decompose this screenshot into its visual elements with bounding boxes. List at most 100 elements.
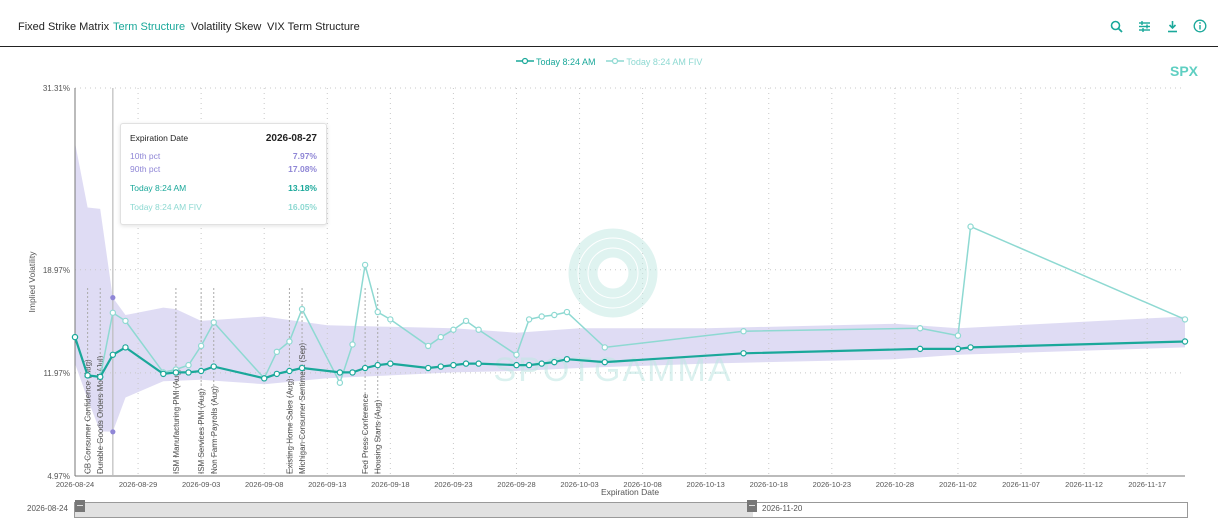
tooltip-row-value: 7.97% bbox=[292, 151, 317, 161]
watermark-ring bbox=[578, 238, 648, 308]
toolbar bbox=[1108, 18, 1208, 34]
navigator-selection[interactable] bbox=[75, 503, 753, 517]
event-label: Non Farm Payrolls (Aug) bbox=[210, 386, 219, 474]
tooltip-header-value: 2026-08-27 bbox=[265, 133, 317, 144]
tab-bar: Fixed Strike Matrix Term Structure Volat… bbox=[0, 0, 1218, 47]
event-label: ISM Services PMI (Aug) bbox=[197, 388, 206, 474]
fiv-series-point bbox=[197, 342, 205, 350]
today-series-point bbox=[160, 370, 167, 378]
event-label: Fed Press Conference bbox=[361, 393, 370, 474]
legend-item-fiv[interactable]: Today 8:24 AM FIV bbox=[606, 57, 702, 67]
today-series-point bbox=[122, 344, 129, 351]
tooltip-row-today: Today 8:24 AM 13.18% bbox=[130, 183, 317, 193]
fiv-series-point bbox=[525, 316, 533, 323]
event-label: Durable Goods Orders MoM (Jul) bbox=[96, 355, 105, 474]
x-tick-label: 2026-09-18 bbox=[371, 480, 409, 489]
today-series-point bbox=[967, 344, 974, 351]
today-series-point bbox=[601, 358, 608, 366]
fiv-series-point bbox=[551, 311, 558, 319]
today-series-point bbox=[298, 364, 306, 372]
fiv-series-point bbox=[109, 309, 117, 316]
fiv-series-point bbox=[286, 338, 293, 345]
download-icon[interactable] bbox=[1164, 18, 1180, 34]
navigator-track[interactable] bbox=[74, 502, 1188, 518]
today-series-point bbox=[1181, 338, 1189, 345]
x-tick-label: 2026-10-18 bbox=[750, 480, 788, 489]
fiv-series-point bbox=[336, 379, 344, 386]
fiv-series-point bbox=[954, 332, 962, 339]
y-axis-title: Implied Volatility bbox=[27, 251, 37, 313]
today-series-point bbox=[551, 358, 558, 366]
fiv-series-point bbox=[298, 305, 306, 313]
fiv-series-point bbox=[513, 351, 520, 358]
today-series-point bbox=[475, 360, 482, 367]
sliders-icon[interactable] bbox=[1136, 18, 1152, 34]
today-series-point bbox=[374, 361, 381, 369]
event-label: Existing Home Sales (Aug) bbox=[285, 378, 294, 474]
tab-term-structure[interactable]: Term Structure bbox=[113, 21, 186, 33]
fiv-series-point bbox=[387, 316, 394, 323]
info-icon[interactable] bbox=[1192, 18, 1208, 34]
x-tick-label: 2026-11-12 bbox=[1065, 480, 1103, 489]
search-icon[interactable] bbox=[1108, 18, 1124, 34]
today-series-point bbox=[71, 333, 79, 341]
tooltip-row-10th: 10th pct 7.97% bbox=[130, 151, 317, 161]
fiv-series-point bbox=[185, 361, 192, 369]
fiv-series-point bbox=[122, 317, 129, 325]
fiv-series-point bbox=[601, 344, 608, 351]
fiv-series-point bbox=[210, 319, 217, 326]
today-series-point bbox=[462, 360, 470, 367]
y-tick-label: 4.97% bbox=[47, 472, 70, 481]
tooltip-row-label: Today 8:24 AM FIV bbox=[130, 202, 202, 212]
event-label: Housing Starts (Aug) bbox=[374, 399, 383, 474]
today-series-point bbox=[336, 369, 344, 376]
today-series-point bbox=[84, 372, 91, 379]
today-series-point bbox=[172, 369, 180, 376]
event-label: Michigan Consumer Sentiment (Sep) bbox=[298, 342, 307, 474]
tooltip-row-label: 90th pct bbox=[130, 164, 161, 174]
x-tick-label: 2026-09-28 bbox=[497, 480, 535, 489]
navigator-left-handle[interactable] bbox=[75, 500, 85, 512]
tooltip-header: Expiration Date 2026-08-27 bbox=[130, 133, 317, 144]
event-label: CB Consumer Confidence (Aug) bbox=[84, 359, 93, 474]
pct90-hover-point bbox=[110, 295, 116, 301]
x-tick-label: 2026-10-23 bbox=[813, 480, 851, 489]
ticker-label: SPX bbox=[1169, 63, 1198, 79]
fiv-series-point bbox=[475, 326, 482, 333]
tab-fixed-strike-matrix[interactable]: Fixed Strike Matrix bbox=[18, 21, 110, 33]
x-tick-label: 2026-09-23 bbox=[434, 480, 472, 489]
x-tick-label: 2026-09-08 bbox=[245, 480, 283, 489]
fiv-series-point bbox=[462, 317, 470, 325]
fiv-series-point bbox=[374, 308, 381, 316]
tab-volatility-skew[interactable]: Volatility Skew bbox=[191, 21, 262, 33]
today-series-point bbox=[513, 361, 520, 369]
watermark-ring bbox=[568, 228, 658, 318]
today-series-point bbox=[563, 355, 571, 363]
y-tick-label: 18.97% bbox=[43, 266, 70, 275]
today-series-point bbox=[97, 373, 104, 381]
navigator-end-label: 2026-11-20 bbox=[762, 504, 803, 513]
legend-line-fiv-icon bbox=[606, 57, 624, 65]
tab-vix-term-structure[interactable]: VIX Term Structure bbox=[267, 21, 360, 33]
y-tick-label: 31.31% bbox=[43, 84, 70, 93]
today-series-point bbox=[387, 360, 394, 367]
fiv-series-point bbox=[563, 308, 571, 316]
x-tick-label: 2026-11-07 bbox=[1002, 480, 1040, 489]
navigator-start-label: 2026-08-24 bbox=[27, 504, 68, 513]
today-series-point bbox=[109, 351, 117, 358]
x-tick-label: 2026-10-13 bbox=[686, 480, 724, 489]
today-series-point bbox=[437, 363, 444, 370]
fiv-series-point bbox=[1181, 316, 1189, 323]
tooltip-header-label: Expiration Date bbox=[130, 133, 189, 143]
x-tick-label: 2026-11-02 bbox=[939, 480, 977, 489]
today-series-point bbox=[954, 345, 962, 353]
navigator-right-handle[interactable] bbox=[747, 500, 757, 512]
fiv-series-point bbox=[424, 342, 432, 350]
legend-item-today[interactable]: Today 8:24 AM bbox=[515, 57, 595, 67]
x-tick-label: 2026-11-17 bbox=[1128, 480, 1166, 489]
term-structure-chart[interactable]: SPOTGAMMA4.97%11.97%18.97%31.31%2026-08-… bbox=[0, 78, 1218, 498]
x-tick-label: 2026-09-03 bbox=[182, 480, 220, 489]
y-tick-label: 11.97% bbox=[43, 369, 70, 378]
fiv-series-point bbox=[740, 327, 747, 335]
today-series-point bbox=[261, 375, 268, 382]
